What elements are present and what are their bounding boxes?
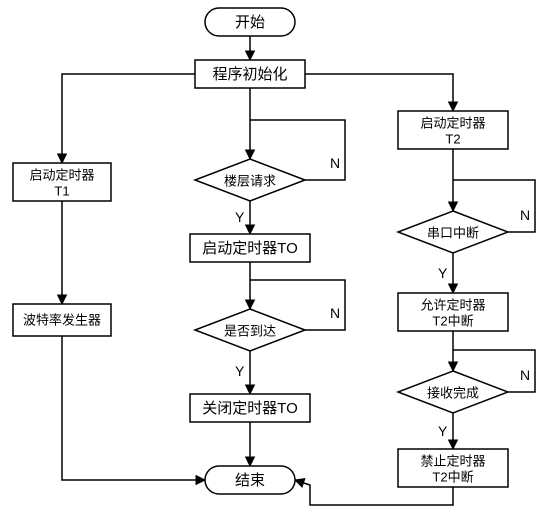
edge-init-timerT1 — [62, 74, 195, 163]
node-forbidT2-l1: 禁止定时器 — [420, 453, 485, 468]
node-allowT2-l2: T2中断 — [432, 313, 473, 328]
node-startT2-l1: 启动定时器 — [420, 115, 485, 130]
node-startT0-label: 启动定时器TO — [202, 240, 298, 257]
node-forbidT2-l2: T2中断 — [432, 469, 473, 484]
node-timerT1-l2: T1 — [54, 183, 69, 198]
edge-init-startT2 — [305, 74, 453, 111]
node-baud-label: 波特率发生器 — [23, 312, 101, 327]
node-end-label: 结束 — [235, 472, 265, 489]
label-recvDone-Y: Y — [438, 423, 448, 439]
node-allowT2-l1: 允许定时器 — [420, 297, 485, 312]
edge-baud-end — [62, 336, 205, 480]
label-recvDone-N: N — [520, 367, 530, 383]
node-floorReq-label: 楼层请求 — [224, 173, 276, 188]
label-arrived-N: N — [330, 305, 340, 321]
flowchart-canvas: N Y N Y N Y N Y 开始 程序初始化 启动定时器 T1 波特率发生器 — [0, 0, 556, 530]
label-floorReq-Y: Y — [235, 209, 245, 225]
node-closeT0-label: 关闭定时器TO — [202, 400, 298, 417]
label-arrived-Y: Y — [235, 363, 245, 379]
label-floorReq-N: N — [330, 155, 340, 171]
node-init-label: 程序初始化 — [212, 66, 287, 83]
node-start-label: 开始 — [235, 14, 265, 31]
label-serialInt-N: N — [520, 207, 530, 223]
node-arrived-label: 是否到达 — [224, 323, 276, 338]
node-startT2-l2: T2 — [445, 131, 460, 146]
node-serialInt-label: 串口中断 — [427, 225, 479, 240]
node-timerT1-l1: 启动定时器 — [29, 167, 94, 182]
label-serialInt-Y: Y — [438, 265, 448, 281]
node-recvDone-label: 接收完成 — [427, 385, 479, 400]
